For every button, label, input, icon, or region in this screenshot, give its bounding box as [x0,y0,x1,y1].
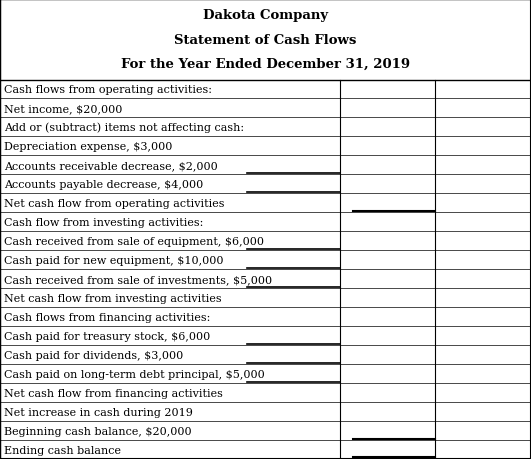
Text: Cash received from sale of equipment, $6,000: Cash received from sale of equipment, $6… [4,236,263,246]
Text: Add or (subtract) items not affecting cash:: Add or (subtract) items not affecting ca… [4,123,244,133]
Text: Net cash flow from operating activities: Net cash flow from operating activities [4,198,224,208]
Text: Accounts payable decrease, $4,000: Accounts payable decrease, $4,000 [4,179,203,190]
Text: Net cash flow from financing activities: Net cash flow from financing activities [4,388,222,397]
Text: Depreciation expense, $3,000: Depreciation expense, $3,000 [4,142,172,151]
Text: Cash flow from investing activities:: Cash flow from investing activities: [4,218,203,227]
Text: Net increase in cash during 2019: Net increase in cash during 2019 [4,407,192,417]
Text: For the Year Ended December 31, 2019: For the Year Ended December 31, 2019 [121,58,410,71]
Text: Cash flows from financing activities:: Cash flows from financing activities: [4,312,210,322]
Text: Net income, $20,000: Net income, $20,000 [4,104,122,114]
Text: Statement of Cash Flows: Statement of Cash Flows [174,34,357,47]
Text: Ending cash balance: Ending cash balance [4,445,121,454]
Text: Cash paid for new equipment, $10,000: Cash paid for new equipment, $10,000 [4,255,223,265]
Text: Dakota Company: Dakota Company [203,9,328,22]
Text: Cash paid for treasury stock, $6,000: Cash paid for treasury stock, $6,000 [4,331,210,341]
Text: Cash flows from operating activities:: Cash flows from operating activities: [4,85,211,95]
Text: Cash received from sale of investments, $5,000: Cash received from sale of investments, … [4,274,272,284]
Text: Net cash flow from investing activities: Net cash flow from investing activities [4,293,221,303]
Text: Cash paid on long-term debt principal, $5,000: Cash paid on long-term debt principal, $… [4,369,264,379]
Text: Accounts receivable decrease, $2,000: Accounts receivable decrease, $2,000 [4,161,217,170]
Text: Cash paid for dividends, $3,000: Cash paid for dividends, $3,000 [4,350,183,360]
Text: Beginning cash balance, $20,000: Beginning cash balance, $20,000 [4,425,191,436]
